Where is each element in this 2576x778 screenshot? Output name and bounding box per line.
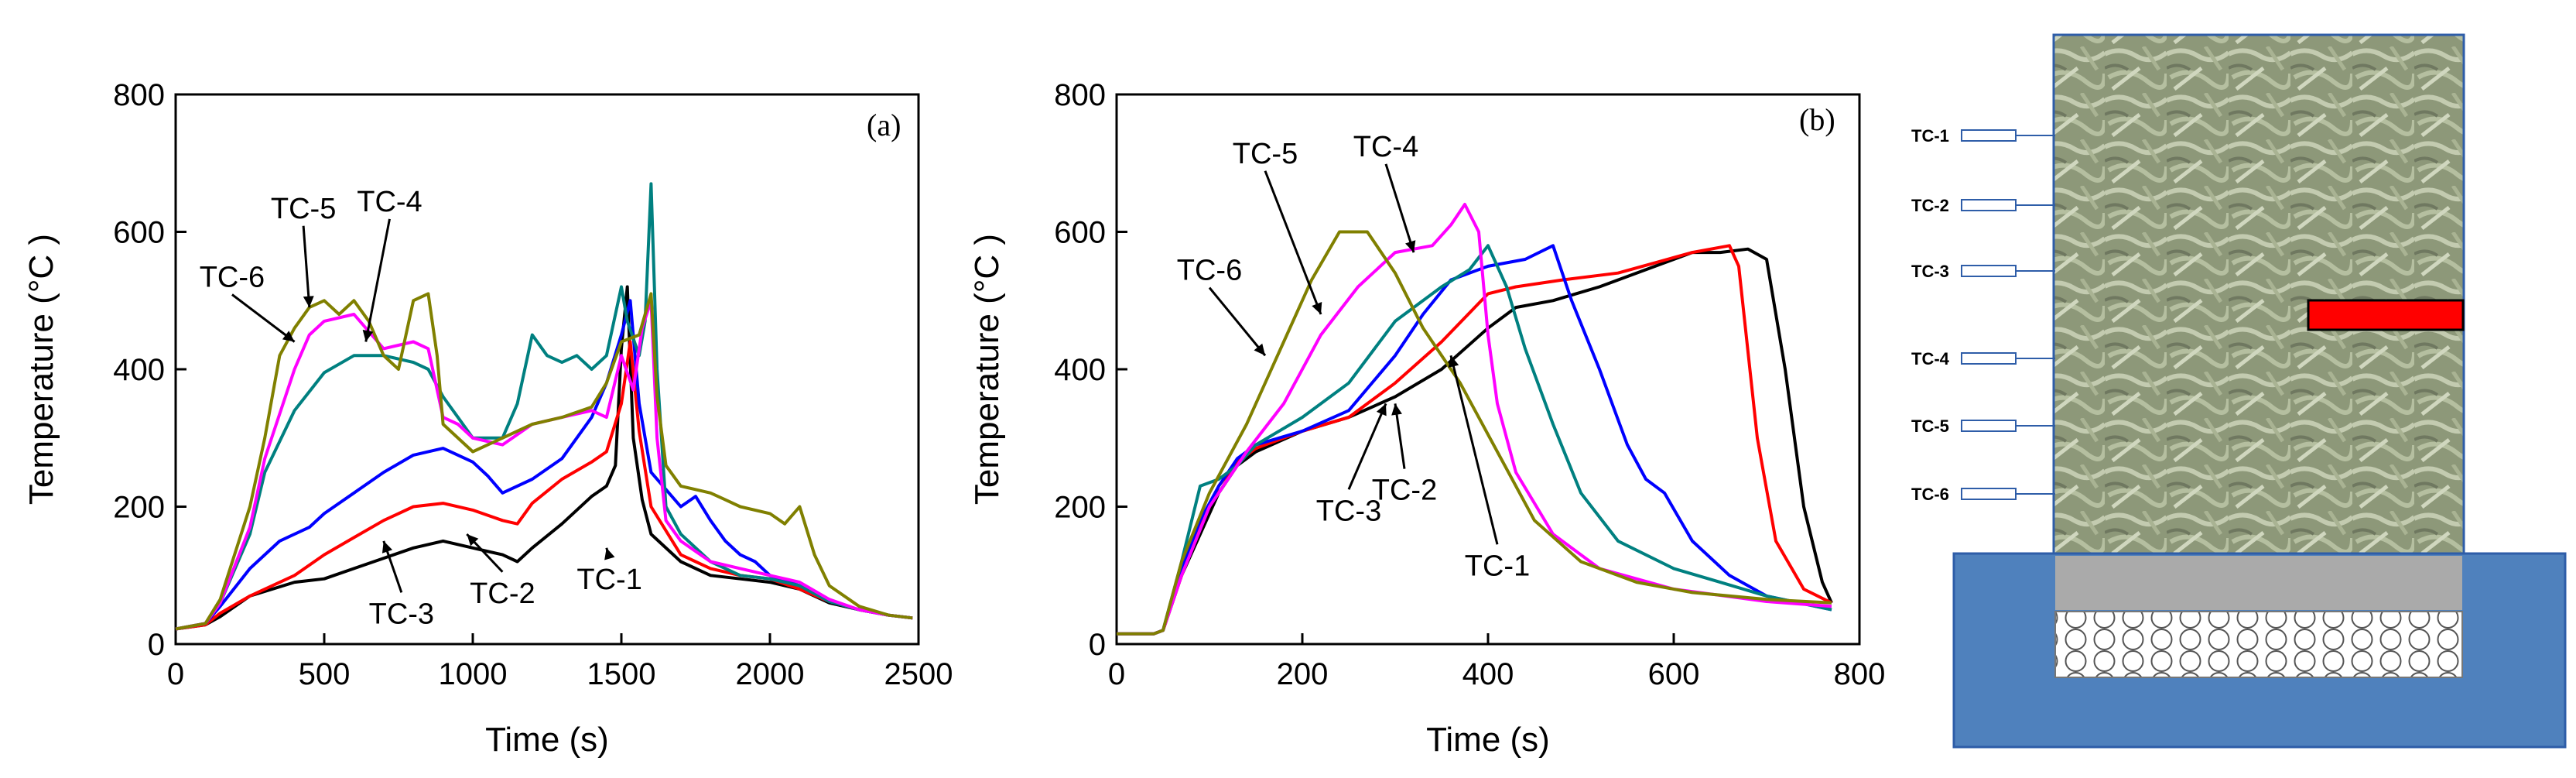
panel-a-series-tc-3 (175, 299, 913, 631)
panel-a-annotations: TC-5 TC-4 TC-6 TC-3 TC-2 TC-1 (200, 186, 642, 631)
panel-b-annotation-arrow (1208, 286, 1267, 357)
panel-b-annotation-label: TC-5 (1233, 138, 1298, 170)
panel-b-annotation-label: TC-4 (1353, 131, 1418, 163)
panel-b-annotation-label: TC-6 (1177, 255, 1242, 287)
panel-b-annotation-arrow (1264, 170, 1322, 315)
panel-a-y-axis-label: Temperature (°C ) (22, 234, 60, 505)
panel-a-ticks: 0 500 1000 1500 2000 2500 0 200 400 600 800 (113, 78, 953, 691)
panel-b-y-tick-label: 200 (1054, 491, 1106, 525)
panel-b-y-axis-label: Temperature (°C ) (968, 234, 1006, 505)
tc-probe (1961, 488, 2017, 500)
panel-a-arrow-head (303, 296, 314, 308)
panel-b-annotation-arrow (1347, 403, 1387, 490)
panel-a-x-tick-label: 0 (167, 657, 184, 691)
panel-b-annotations: TC-5 TC-4 TC-6 TC-3TC-2 TC-1 (1177, 131, 1530, 582)
panel-b-ticks: 0 200 400 600 800 0 200 400 600 800 (1054, 78, 1885, 691)
panel-b-y-tick-label: 600 (1054, 216, 1106, 250)
panel-b-x-tick-label: 200 (1277, 657, 1329, 691)
panel-b-annotation-label: TC-3 (1316, 495, 1381, 527)
panel-a-annotation-label: TC-4 (357, 186, 422, 218)
tc-probe (1961, 352, 2017, 365)
panel-a-y-tick-label: 400 (113, 353, 165, 387)
panel-a-y-tick-label: 800 (113, 78, 165, 112)
panel-a-annotation-label: TC-2 (470, 578, 535, 610)
panel-b-x-axis-label: Time (s) (1426, 721, 1550, 759)
panel-b-series-tc-5 (1117, 203, 1832, 636)
panel-a-annotation-label: TC-1 (576, 564, 641, 596)
tc-label: TC-1 (1911, 126, 1949, 146)
panel-b-arrow-head (1391, 403, 1402, 416)
panel-b-arrow-head (1254, 343, 1265, 356)
panel-b-series-tc-4 (1117, 244, 1832, 636)
panel-b-annotation-label: TC-2 (1372, 475, 1437, 507)
panel-a-annotation-arrow (231, 293, 296, 343)
panel-b-arrow-head (1312, 302, 1322, 314)
thermocouple-markers: TC-1 TC-2 TC-3 TC-4 TC-5 TC-6 (1911, 126, 2055, 504)
circle-packing (2054, 611, 2463, 678)
fuel-bed (2052, 33, 2465, 555)
panel-a-x-tick-label: 1500 (587, 657, 656, 691)
panel-a-y-tick-label: 200 (113, 491, 165, 525)
tc-label: TC-5 (1911, 416, 1949, 436)
panel-a-series-tc-6 (175, 292, 913, 631)
panel-a-x-tick-label: 500 (299, 657, 351, 691)
tc-label: TC-4 (1911, 349, 1950, 368)
panel-a-annotation-arrow (302, 225, 311, 308)
panel-b-arrow-head (1448, 355, 1459, 368)
panel-b-y-tick-label: 400 (1054, 353, 1106, 387)
thermocouple-schematic: TC-1 TC-2 TC-3 TC-4 TC-5 TC-6 (1911, 33, 2567, 749)
panel-a-arrow-head (381, 540, 393, 554)
panel-a-arrow-head (604, 547, 615, 560)
panel-a-x-tick-label: 1000 (439, 657, 508, 691)
tc-label: TC-2 (1911, 196, 1949, 215)
panel-a-annotation-label: TC-6 (200, 262, 265, 294)
panel-b-x-tick-label: 400 (1462, 657, 1514, 691)
panel-a-arrow-head (282, 331, 295, 342)
panel-b-y-tick-label: 0 (1089, 628, 1106, 662)
tc-label: TC-6 (1911, 485, 1949, 504)
tc-probe (1961, 420, 2017, 432)
panel-a-annotation-arrow (364, 218, 391, 342)
panel-b-x-tick-label: 0 (1108, 657, 1125, 691)
panel-b-y-tick-label: 800 (1054, 78, 1106, 112)
panel-a-annotation-label: TC-5 (271, 193, 336, 225)
panel-a-plot-frame (174, 93, 920, 646)
tc-probe (1961, 129, 2017, 142)
panel-b-annotation-arrow (1449, 355, 1499, 545)
panel-a-series (175, 182, 913, 631)
tc-probe (1961, 265, 2017, 277)
panel-b-annotation-label: TC-1 (1465, 550, 1530, 582)
panel-a-arrow-head (362, 330, 374, 342)
panel-a-series-tc-4 (175, 182, 913, 631)
panel-b-label: (b) (1799, 102, 1835, 137)
panel-a-y-tick-label: 600 (113, 216, 165, 250)
panel-a-x-tick-label: 2500 (884, 657, 953, 691)
panel-a-x-axis-label: Time (s) (485, 721, 609, 759)
panel-b-x-tick-label: 600 (1648, 657, 1700, 691)
panel-a-arrow-head (467, 534, 479, 547)
panel-b-series-tc-6 (1117, 230, 1832, 636)
panel-b-series (1117, 203, 1833, 636)
panel-a-label: (a) (867, 108, 901, 142)
tc-probe (1961, 199, 2017, 211)
panel-b-x-tick-label: 800 (1834, 657, 1886, 691)
panel-a-x-tick-label: 2000 (736, 657, 805, 691)
gap-layer (2055, 556, 2462, 610)
panel-b-arrow-head (1376, 403, 1387, 416)
panel-b-arrow-head (1405, 240, 1416, 253)
heater-block (2307, 299, 2465, 331)
panel-a-annotation-label: TC-3 (369, 598, 434, 630)
tc-label: TC-3 (1911, 262, 1949, 281)
panel-b-annotation-arrow (1384, 163, 1415, 253)
panel-a-y-tick-label: 0 (148, 628, 165, 662)
panel-a-series-tc-1 (175, 285, 913, 631)
